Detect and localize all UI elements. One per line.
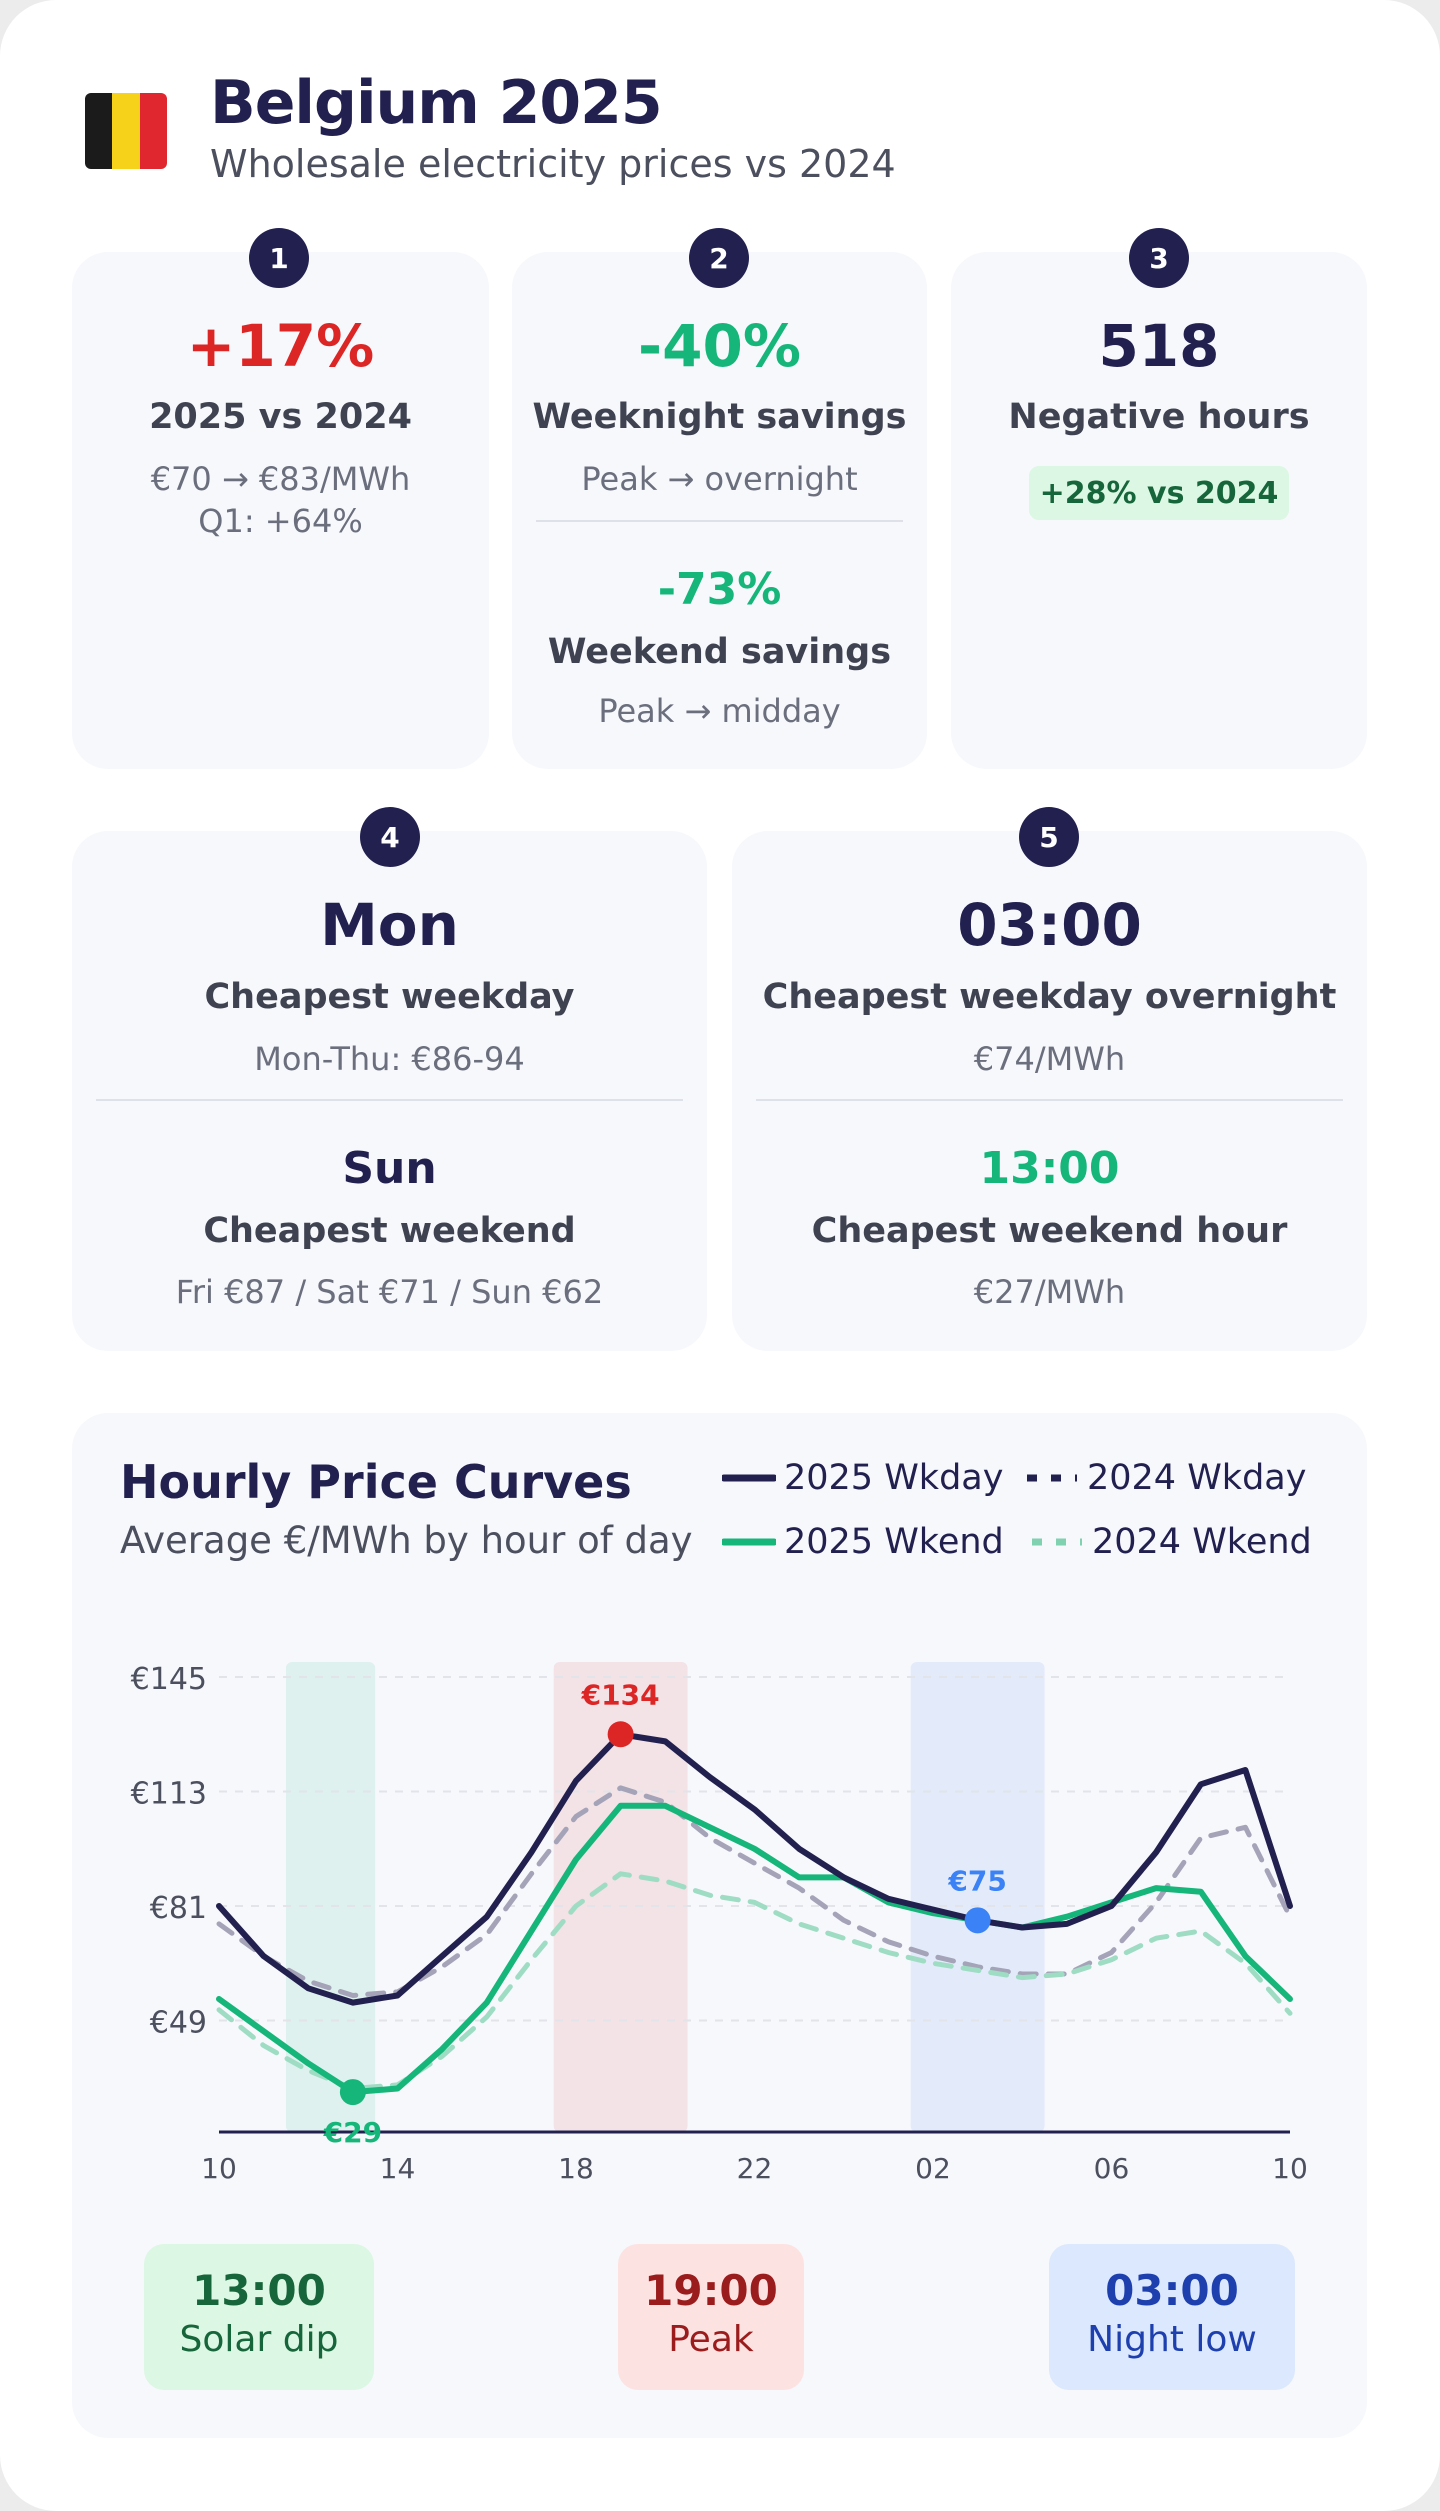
card-divider <box>96 1099 683 1101</box>
legend-item-2025-wkday: 2025 Wkday <box>722 1458 1003 1498</box>
step-badge-4: 4 <box>360 807 420 867</box>
step-badge-5: 5 <box>1019 807 1079 867</box>
stat-card-price-change: +17% 2025 vs 2024 €70 → €83/MWh Q1: +64% <box>72 252 489 769</box>
legend-label: 2024 Wkday <box>1087 1458 1307 1498</box>
stat-label-secondary: Cheapest weekend hour <box>811 1211 1288 1251</box>
flag-stripe-black <box>85 93 113 169</box>
legend-swatch-2025-wkday <box>722 1474 776 1482</box>
stat-detail: Peak → overnight <box>581 460 858 498</box>
stat-detail-secondary: Peak → midday <box>598 692 841 730</box>
change-badge: +28% vs 2024 <box>1029 466 1289 520</box>
chart-title: Hourly Price Curves <box>120 1455 632 1509</box>
callout-peak: 19:00 Peak <box>618 2244 804 2390</box>
legend-label: 2025 Wkday <box>784 1458 1004 1498</box>
stat-card-cheapest-day: Mon Cheapest weekday Mon-Thu: €86-94 Sun… <box>72 831 707 1351</box>
stat-label: Negative hours <box>1008 397 1310 437</box>
stat-label: Cheapest weekday overnight <box>762 977 1337 1017</box>
legend-item-2024-wkday: 2024 Wkday <box>1025 1458 1306 1498</box>
legend-label: 2024 Wkend <box>1092 1522 1312 1562</box>
page-title: Belgium 2025 <box>210 68 663 138</box>
stat-value: Mon <box>320 891 459 959</box>
callout-label: Solar dip <box>179 2319 339 2360</box>
stat-value-secondary: Sun <box>342 1143 437 1194</box>
stat-detail-secondary: €27/MWh <box>973 1273 1126 1311</box>
stat-label: Weeknight savings <box>532 397 907 437</box>
stat-detail: €74/MWh <box>973 1040 1126 1078</box>
belgium-flag-icon <box>85 93 167 169</box>
legend-item-2024-wkend: 2024 Wkend <box>1030 1522 1312 1562</box>
callout-time: 19:00 <box>644 2266 778 2315</box>
stat-value: -40% <box>638 312 801 380</box>
stat-detail: Mon-Thu: €86-94 <box>254 1040 525 1078</box>
stat-label: 2025 vs 2024 <box>149 397 412 437</box>
stat-label-secondary: Cheapest weekend <box>203 1211 576 1251</box>
stat-detail-secondary: Fri €87 / Sat €71 / Sun €62 <box>175 1273 604 1311</box>
chart-subtitle: Average €/MWh by hour of day <box>120 1519 693 1562</box>
stat-card-savings: -40% Weeknight savings Peak → overnight … <box>512 252 927 769</box>
page-subtitle: Wholesale electricity prices vs 2024 <box>210 142 896 186</box>
legend-item-2025-wkend: 2025 Wkend <box>722 1522 1004 1562</box>
callout-solar-dip: 13:00 Solar dip <box>144 2244 374 2390</box>
step-badge-2: 2 <box>689 228 749 288</box>
stat-detail: €70 → €83/MWh <box>150 460 411 498</box>
card-divider <box>756 1099 1343 1101</box>
step-badge-3: 3 <box>1129 228 1189 288</box>
legend-label: 2025 Wkend <box>784 1522 1004 1562</box>
callout-label: Night low <box>1087 2319 1257 2360</box>
callout-time: 13:00 <box>192 2266 326 2315</box>
legend-swatch-2024-wkend <box>1032 1538 1082 1546</box>
flag-stripe-red <box>139 93 167 169</box>
stat-label-secondary: Weekend savings <box>547 632 892 672</box>
stat-value: 03:00 <box>957 891 1142 959</box>
callout-label: Peak <box>668 2319 754 2360</box>
stat-value-secondary: 13:00 <box>979 1143 1120 1194</box>
flag-stripe-yellow <box>112 93 140 169</box>
callout-time: 03:00 <box>1105 2266 1239 2315</box>
stat-value: 518 <box>1098 312 1220 380</box>
step-badge-1: 1 <box>249 228 309 288</box>
legend-swatch-2024-wkday <box>1027 1474 1077 1482</box>
stat-label: Cheapest weekday <box>204 977 575 1017</box>
stat-card-cheapest-hour: 03:00 Cheapest weekday overnight €74/MWh… <box>732 831 1367 1351</box>
card-divider <box>536 520 903 522</box>
stat-detail-q1: Q1: +64% <box>198 502 363 540</box>
stat-value-secondary: -73% <box>657 564 782 615</box>
stat-value: +17% <box>186 312 375 380</box>
stat-card-negative-hours: 518 Negative hours +28% vs 2024 <box>951 252 1367 769</box>
legend-swatch-2025-wkend <box>722 1538 776 1546</box>
callout-night-low: 03:00 Night low <box>1049 2244 1295 2390</box>
